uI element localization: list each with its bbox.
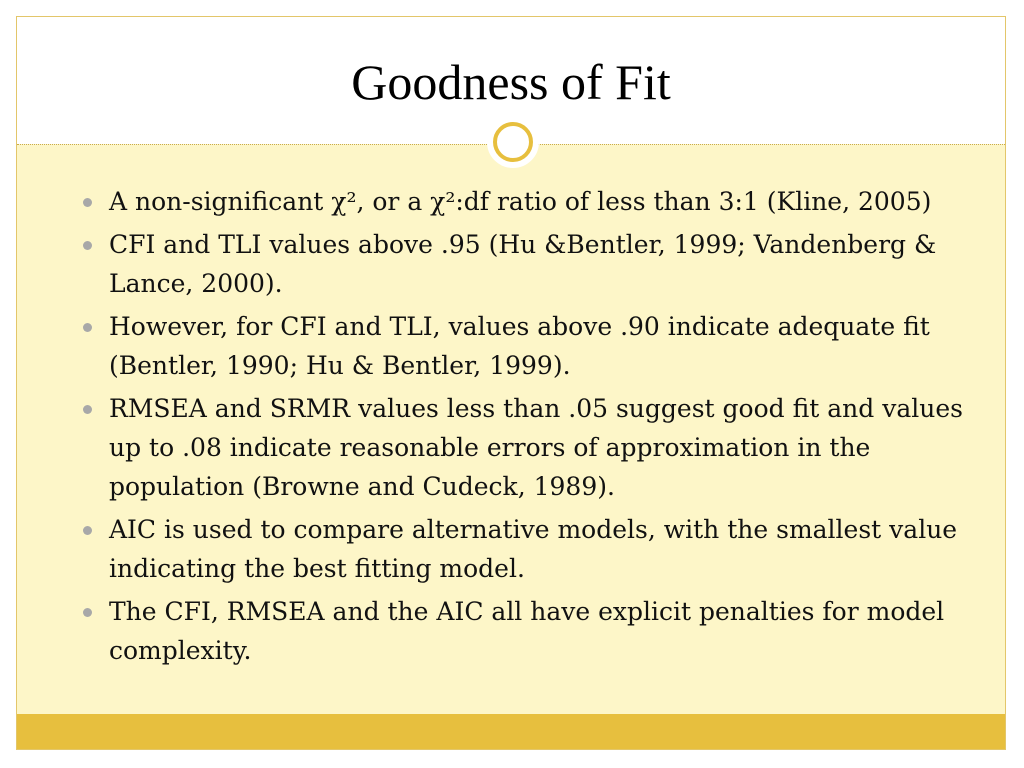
bullet-item: AIC is used to compare alternative model… [79, 510, 991, 588]
bullet-dot-icon [83, 198, 92, 207]
circle-ornament-icon [487, 116, 539, 168]
bullet-dot-icon [83, 241, 92, 250]
bullet-item: RMSEA and SRMR values less than .05 sugg… [79, 389, 991, 506]
bullet-text: CFI and TLI values above .95 (Hu &Bentle… [109, 230, 937, 298]
bullet-text: AIC is used to compare alternative model… [109, 515, 958, 583]
bullet-dot-icon [83, 323, 92, 332]
slide-title: Goodness of Fit [351, 54, 671, 110]
bullet-dot-icon [83, 405, 92, 414]
bullet-text: The CFI, RMSEA and the AIC all have expl… [109, 597, 945, 665]
bullet-item: A non-significant χ², or a χ²:df ratio o… [79, 182, 991, 221]
circle-ring-icon [493, 122, 533, 162]
bullet-item: CFI and TLI values above .95 (Hu &Bentle… [79, 225, 991, 303]
bullet-item: However, for CFI and TLI, values above .… [79, 307, 991, 385]
bullet-item: The CFI, RMSEA and the AIC all have expl… [79, 592, 991, 670]
bottom-accent-bar [17, 714, 1005, 749]
bullet-text: However, for CFI and TLI, values above .… [109, 312, 930, 380]
bullet-dot-icon [83, 526, 92, 535]
bullet-text: A non-significant χ², or a χ²:df ratio o… [109, 187, 932, 216]
slide-frame: Goodness of Fit A non-significant χ², or… [16, 16, 1006, 750]
bullet-list: A non-significant χ², or a χ²:df ratio o… [79, 182, 991, 674]
bullet-dot-icon [83, 608, 92, 617]
bullet-text: RMSEA and SRMR values less than .05 sugg… [109, 394, 963, 501]
